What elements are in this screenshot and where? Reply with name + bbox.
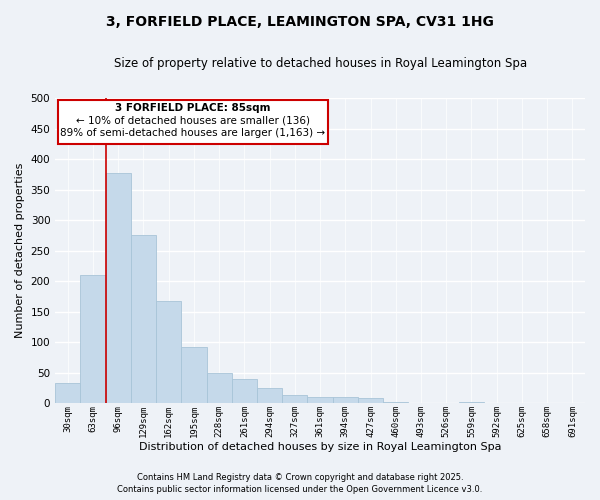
Bar: [459, 402, 484, 404]
Bar: [257, 388, 282, 404]
Bar: [55, 383, 80, 404]
Text: Contains HM Land Registry data © Crown copyright and database right 2025.
Contai: Contains HM Land Registry data © Crown c…: [118, 472, 482, 494]
X-axis label: Distribution of detached houses by size in Royal Leamington Spa: Distribution of detached houses by size …: [139, 442, 502, 452]
Bar: [181, 346, 206, 404]
Bar: [232, 379, 257, 404]
Bar: [206, 373, 232, 404]
FancyBboxPatch shape: [58, 100, 328, 144]
Bar: [106, 172, 131, 404]
Text: 3, FORFIELD PLACE, LEAMINGTON SPA, CV31 1HG: 3, FORFIELD PLACE, LEAMINGTON SPA, CV31 …: [106, 15, 494, 29]
Bar: [332, 397, 358, 404]
Y-axis label: Number of detached properties: Number of detached properties: [15, 163, 25, 338]
Text: ← 10% of detached houses are smaller (136): ← 10% of detached houses are smaller (13…: [76, 116, 310, 126]
Bar: [156, 300, 181, 404]
Bar: [383, 402, 409, 404]
Bar: [307, 397, 332, 404]
Text: 3 FORFIELD PLACE: 85sqm: 3 FORFIELD PLACE: 85sqm: [115, 102, 271, 113]
Bar: [131, 236, 156, 404]
Bar: [358, 398, 383, 404]
Bar: [282, 395, 307, 404]
Text: 89% of semi-detached houses are larger (1,163) →: 89% of semi-detached houses are larger (…: [61, 128, 325, 138]
Bar: [80, 275, 106, 404]
Title: Size of property relative to detached houses in Royal Leamington Spa: Size of property relative to detached ho…: [113, 58, 527, 70]
